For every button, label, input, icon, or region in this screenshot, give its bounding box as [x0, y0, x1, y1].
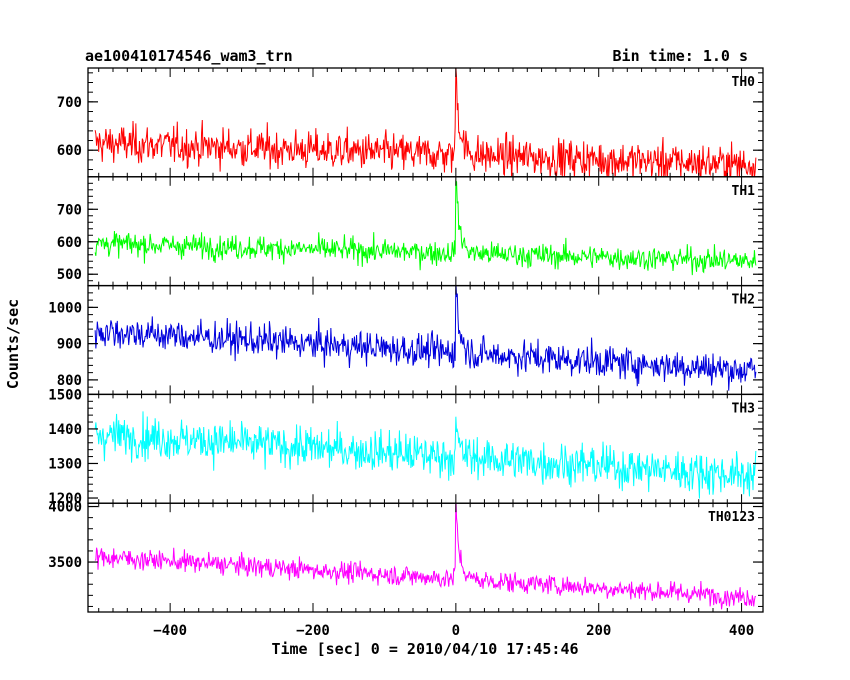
y-tick-label: 800 [57, 373, 82, 389]
y-tick-label: 700 [57, 202, 82, 218]
x-tick-label: −400 [153, 623, 187, 639]
chart-title: ae100410174546_wam3_trn [85, 47, 293, 65]
panel-frame [87, 393, 764, 504]
x-axis-label: Time [sec] 0 = 2010/04/10 17:45:46 [271, 640, 578, 658]
x-tick-label: −200 [296, 623, 330, 639]
panel-label: TH2 [732, 293, 755, 308]
y-tick-label: 900 [57, 337, 82, 353]
x-tick-label: 400 [729, 623, 754, 639]
x-tick-label: 200 [586, 623, 611, 639]
y-tick-label: 1300 [48, 456, 82, 472]
y-tick-label: 600 [57, 235, 82, 251]
series-line-th3 [94, 411, 757, 499]
y-tick-label: 1200 [48, 491, 82, 507]
panels: 600 700 TH0 500 600 700 TH1 800 900 1000 TH2 1200 13… [48, 67, 764, 639]
panel-th2: 800 900 1000 TH2 [48, 284, 764, 396]
panel-th1: 500 600 700 TH1 [57, 176, 764, 287]
series-line-th0123 [94, 503, 756, 610]
panel-frame [87, 284, 764, 396]
bin-time-label: Bin time: 1.0 s [613, 47, 748, 65]
y-tick-label: 500 [57, 267, 82, 283]
panel-th0123: 3500 4000 TH0123 [48, 500, 764, 613]
series-line-th2 [94, 285, 757, 391]
panel-th0: 600 700 TH0 [57, 67, 764, 178]
x-tick-label: 0 [452, 623, 460, 639]
series-line-th1 [94, 179, 757, 276]
series-line-th0 [94, 68, 757, 177]
panel-label: TH0 [732, 75, 756, 90]
panel-label: TH0123 [708, 510, 755, 525]
y-axis-label: Counts/sec [4, 299, 22, 389]
panel-th3: 1200 1300 1400 1500 TH3 [48, 387, 764, 507]
y-tick-label: 600 [57, 143, 82, 159]
y-tick-label: 1500 [48, 387, 82, 403]
y-tick-label: 1400 [48, 422, 82, 438]
y-tick-label: 1000 [48, 300, 82, 316]
panel-label: TH1 [732, 184, 756, 199]
panel-frame [87, 176, 764, 287]
y-tick-label: 700 [57, 95, 82, 111]
y-tick-label: 4000 [48, 500, 82, 516]
panel-frame [87, 502, 764, 613]
panel-label: TH3 [732, 401, 755, 416]
y-tick-label: 3500 [48, 555, 82, 571]
